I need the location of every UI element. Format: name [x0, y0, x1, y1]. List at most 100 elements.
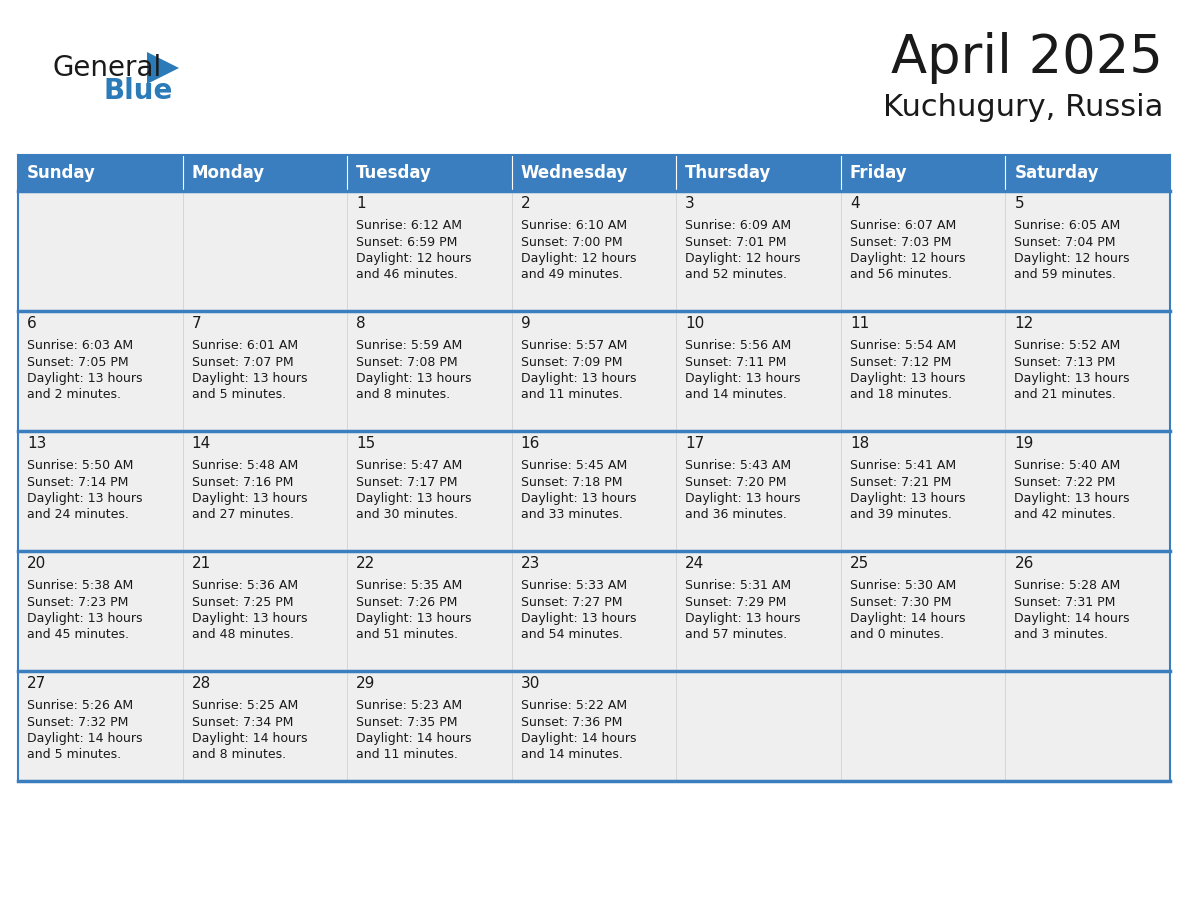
Text: and 49 minutes.: and 49 minutes.: [520, 268, 623, 282]
Text: Sunrise: 5:43 AM: Sunrise: 5:43 AM: [685, 459, 791, 472]
Text: Sunset: 7:03 PM: Sunset: 7:03 PM: [849, 236, 952, 249]
Text: Daylight: 14 hours: Daylight: 14 hours: [849, 612, 966, 625]
Text: Sunset: 7:11 PM: Sunset: 7:11 PM: [685, 355, 786, 368]
Polygon shape: [147, 52, 179, 84]
Text: and 57 minutes.: and 57 minutes.: [685, 629, 788, 642]
Text: Sunrise: 5:48 AM: Sunrise: 5:48 AM: [191, 459, 298, 472]
Text: Sunset: 7:30 PM: Sunset: 7:30 PM: [849, 596, 952, 609]
Text: 29: 29: [356, 677, 375, 691]
Text: 14: 14: [191, 436, 210, 452]
Text: Daylight: 13 hours: Daylight: 13 hours: [685, 492, 801, 505]
Text: 8: 8: [356, 317, 366, 331]
Bar: [512, 191, 676, 311]
Text: Sunset: 7:05 PM: Sunset: 7:05 PM: [27, 355, 128, 368]
Bar: [1005, 311, 1170, 431]
Text: Sunrise: 5:40 AM: Sunrise: 5:40 AM: [1015, 459, 1120, 472]
Text: Sunset: 7:31 PM: Sunset: 7:31 PM: [1015, 596, 1116, 609]
Text: Sunset: 7:25 PM: Sunset: 7:25 PM: [191, 596, 293, 609]
Text: Sunrise: 5:56 AM: Sunrise: 5:56 AM: [685, 339, 791, 352]
Text: Daylight: 13 hours: Daylight: 13 hours: [849, 372, 966, 385]
Text: Daylight: 13 hours: Daylight: 13 hours: [27, 492, 143, 505]
Text: 13: 13: [27, 436, 46, 452]
Text: Sunrise: 6:03 AM: Sunrise: 6:03 AM: [27, 339, 133, 352]
Text: 25: 25: [849, 556, 870, 572]
Bar: [841, 431, 1005, 551]
Bar: [1005, 155, 1170, 191]
Text: 7: 7: [191, 317, 201, 331]
Text: Sunrise: 6:07 AM: Sunrise: 6:07 AM: [849, 219, 956, 232]
Text: 10: 10: [685, 317, 704, 331]
Text: and 48 minutes.: and 48 minutes.: [191, 629, 293, 642]
Text: Daylight: 13 hours: Daylight: 13 hours: [520, 612, 637, 625]
Text: 16: 16: [520, 436, 541, 452]
Text: Daylight: 13 hours: Daylight: 13 hours: [685, 372, 801, 385]
Text: and 8 minutes.: and 8 minutes.: [191, 748, 285, 762]
Text: 15: 15: [356, 436, 375, 452]
Text: April 2025: April 2025: [891, 32, 1163, 84]
Text: Daylight: 14 hours: Daylight: 14 hours: [1015, 612, 1130, 625]
Text: General: General: [52, 54, 162, 82]
Text: 23: 23: [520, 556, 541, 572]
Text: Sunset: 7:12 PM: Sunset: 7:12 PM: [849, 355, 952, 368]
Text: Thursday: Thursday: [685, 164, 772, 182]
Text: and 3 minutes.: and 3 minutes.: [1015, 629, 1108, 642]
Text: and 21 minutes.: and 21 minutes.: [1015, 388, 1117, 401]
Bar: [18, 431, 183, 551]
Text: 22: 22: [356, 556, 375, 572]
Text: 30: 30: [520, 677, 541, 691]
Text: 9: 9: [520, 317, 531, 331]
Text: Daylight: 13 hours: Daylight: 13 hours: [520, 372, 637, 385]
Text: and 14 minutes.: and 14 minutes.: [685, 388, 788, 401]
Text: Wednesday: Wednesday: [520, 164, 628, 182]
Text: 17: 17: [685, 436, 704, 452]
Text: Sunset: 7:26 PM: Sunset: 7:26 PM: [356, 596, 457, 609]
Text: Sunset: 6:59 PM: Sunset: 6:59 PM: [356, 236, 457, 249]
Text: Sunday: Sunday: [27, 164, 96, 182]
Text: Sunrise: 5:22 AM: Sunrise: 5:22 AM: [520, 699, 627, 712]
Text: Daylight: 13 hours: Daylight: 13 hours: [356, 492, 472, 505]
Bar: [347, 191, 512, 311]
Text: Sunrise: 6:12 AM: Sunrise: 6:12 AM: [356, 219, 462, 232]
Text: and 51 minutes.: and 51 minutes.: [356, 629, 459, 642]
Text: and 30 minutes.: and 30 minutes.: [356, 509, 459, 521]
Text: Sunset: 7:21 PM: Sunset: 7:21 PM: [849, 476, 952, 488]
Text: and 36 minutes.: and 36 minutes.: [685, 509, 788, 521]
Text: Sunset: 7:22 PM: Sunset: 7:22 PM: [1015, 476, 1116, 488]
Text: and 45 minutes.: and 45 minutes.: [27, 629, 129, 642]
Text: and 39 minutes.: and 39 minutes.: [849, 509, 952, 521]
Bar: [512, 551, 676, 671]
Text: Daylight: 13 hours: Daylight: 13 hours: [849, 492, 966, 505]
Text: Sunrise: 5:50 AM: Sunrise: 5:50 AM: [27, 459, 133, 472]
Text: Daylight: 14 hours: Daylight: 14 hours: [520, 732, 637, 745]
Bar: [18, 155, 183, 191]
Bar: [676, 671, 841, 781]
Text: Sunset: 7:01 PM: Sunset: 7:01 PM: [685, 236, 786, 249]
Text: Blue: Blue: [105, 77, 173, 105]
Text: Daylight: 13 hours: Daylight: 13 hours: [356, 612, 472, 625]
Text: Sunset: 7:16 PM: Sunset: 7:16 PM: [191, 476, 293, 488]
Text: Saturday: Saturday: [1015, 164, 1099, 182]
Text: and 8 minutes.: and 8 minutes.: [356, 388, 450, 401]
Bar: [183, 671, 347, 781]
Text: Sunset: 7:36 PM: Sunset: 7:36 PM: [520, 715, 623, 729]
Bar: [347, 551, 512, 671]
Text: Daylight: 13 hours: Daylight: 13 hours: [27, 612, 143, 625]
Text: 28: 28: [191, 677, 210, 691]
Text: Daylight: 12 hours: Daylight: 12 hours: [849, 252, 966, 265]
Text: Sunrise: 5:41 AM: Sunrise: 5:41 AM: [849, 459, 956, 472]
Text: 26: 26: [1015, 556, 1034, 572]
Text: and 2 minutes.: and 2 minutes.: [27, 388, 121, 401]
Text: and 5 minutes.: and 5 minutes.: [27, 748, 121, 762]
Text: 11: 11: [849, 317, 870, 331]
Text: and 5 minutes.: and 5 minutes.: [191, 388, 285, 401]
Text: Sunset: 7:08 PM: Sunset: 7:08 PM: [356, 355, 457, 368]
Bar: [841, 311, 1005, 431]
Text: Tuesday: Tuesday: [356, 164, 432, 182]
Bar: [347, 671, 512, 781]
Text: Sunset: 7:07 PM: Sunset: 7:07 PM: [191, 355, 293, 368]
Bar: [18, 551, 183, 671]
Text: Sunrise: 6:10 AM: Sunrise: 6:10 AM: [520, 219, 627, 232]
Text: 2: 2: [520, 196, 530, 211]
Bar: [512, 671, 676, 781]
Text: Sunset: 7:09 PM: Sunset: 7:09 PM: [520, 355, 623, 368]
